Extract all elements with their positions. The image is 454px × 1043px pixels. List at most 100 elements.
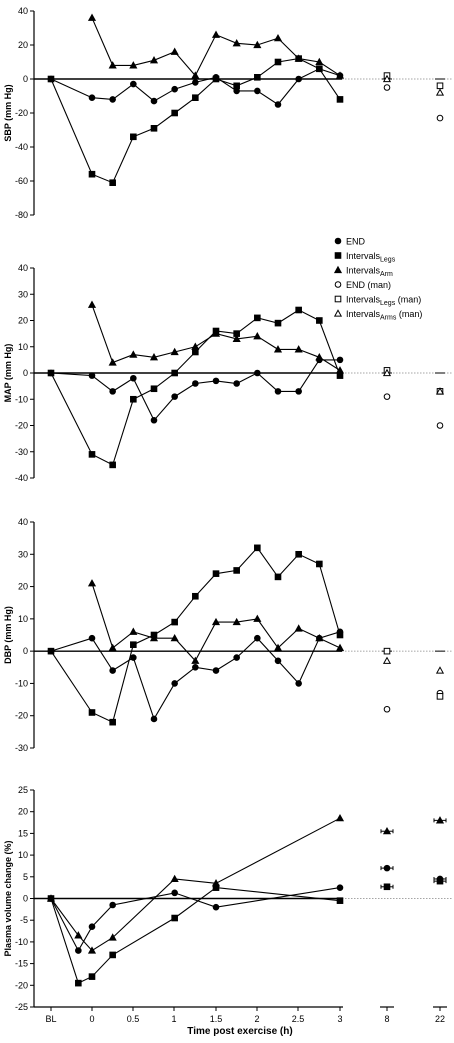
data-point-circle — [88, 372, 96, 379]
x-tick-label: 1 — [171, 1014, 176, 1024]
series-circle-open — [383, 393, 444, 429]
y-tick-label: 10 — [18, 342, 28, 352]
data-point-square — [171, 369, 178, 377]
series-line — [50, 887, 341, 952]
series-circle — [47, 356, 344, 424]
data-point-circle — [171, 393, 178, 400]
data-point-circle — [233, 380, 240, 387]
panel-3: 40 30 20 10 0 -10 -20 -30 DBP (mm Hg) — [3, 517, 452, 753]
data-point-triangle — [108, 933, 117, 941]
series-line — [91, 304, 341, 371]
data-point-circle — [75, 947, 82, 954]
data-point-circle — [254, 369, 261, 377]
data-point-square — [316, 65, 323, 73]
data-point-square — [88, 709, 96, 716]
y-tick-label: -80 — [15, 210, 28, 220]
x-tick-label: BL — [45, 1014, 56, 1024]
y-axis-label: MAP (mm Hg) — [3, 344, 13, 403]
data-point-triangle — [129, 61, 138, 69]
data-point-square — [47, 369, 55, 377]
y-tick-label: -25 — [15, 1002, 28, 1012]
series-line — [50, 58, 341, 184]
data-point-square — [436, 693, 444, 700]
series-line — [50, 359, 340, 422]
data-point-circle — [88, 94, 96, 101]
data-point-circle — [436, 422, 444, 429]
data-point-square — [88, 170, 96, 178]
y-tick-label: 30 — [18, 549, 28, 559]
data-point-triangle — [191, 342, 200, 350]
data-point-square — [171, 109, 178, 117]
data-point-triangle — [87, 579, 97, 587]
data-point-square — [47, 647, 55, 655]
data-point-triangle — [315, 57, 324, 66]
data-point-square — [383, 883, 391, 891]
data-point-square — [233, 82, 240, 90]
data-point-triangle — [435, 387, 445, 395]
data-point-triangle — [333, 265, 343, 274]
data-point-triangle — [294, 624, 303, 632]
data-point-circle — [295, 75, 302, 83]
data-point-triangle — [108, 643, 117, 651]
data-point-circle — [171, 680, 178, 687]
data-point-circle — [336, 884, 344, 891]
data-point-circle — [150, 416, 158, 424]
x-tick-label: 0 — [89, 1014, 94, 1024]
data-point-circle — [233, 654, 240, 661]
data-point-square — [109, 461, 116, 469]
series-square — [47, 877, 447, 987]
data-point-triangle — [87, 300, 97, 308]
data-point-triangle — [170, 347, 179, 356]
data-point-triangle — [335, 813, 345, 822]
data-point-triangle — [129, 350, 138, 358]
legend-label: END (man) — [346, 280, 391, 290]
series-square — [47, 55, 344, 186]
y-tick-label: -10 — [15, 394, 28, 404]
data-point-triangle — [149, 633, 159, 642]
data-point-square — [150, 385, 158, 393]
y-tick-label: -30 — [15, 743, 28, 753]
data-point-square — [130, 395, 137, 403]
x-tick-label: 2.5 — [292, 1014, 305, 1024]
data-point-square — [75, 979, 82, 987]
y-tick-label: -10 — [15, 678, 28, 688]
data-point-square — [47, 75, 55, 83]
y-tick-label: -60 — [15, 176, 28, 186]
data-point-triangle — [108, 358, 117, 366]
data-point-square — [212, 570, 220, 577]
data-point-circle — [109, 901, 116, 909]
data-point-square — [295, 306, 302, 314]
data-point-circle — [130, 374, 137, 382]
data-point-triangle — [211, 329, 221, 337]
series-line — [91, 17, 341, 77]
data-point-circle — [88, 634, 96, 642]
data-point-square — [233, 567, 240, 574]
legend-label: END — [346, 237, 366, 247]
data-point-circle — [212, 377, 220, 385]
data-point-circle — [130, 654, 137, 661]
y-tick-label: -30 — [15, 447, 28, 457]
y-axis-label: DBP (mm Hg) — [3, 606, 13, 664]
data-point-triangle — [382, 368, 392, 377]
y-tick-label: -40 — [15, 473, 28, 483]
y-tick-label: 40 — [18, 517, 28, 527]
data-point-square — [109, 951, 116, 959]
data-point-triangle — [191, 656, 200, 664]
legend-label: IntervalsLegs (man) — [346, 295, 421, 308]
data-point-triangle — [170, 47, 179, 55]
data-point-triangle — [232, 617, 241, 626]
data-point-triangle — [253, 614, 262, 622]
series-line — [50, 631, 341, 721]
data-point-circle — [150, 715, 158, 723]
data-point-triangle — [273, 33, 283, 42]
series-line — [50, 309, 341, 466]
legend-label: IntervalsArms (man) — [346, 309, 422, 322]
data-point-triangle — [315, 633, 324, 642]
series-square-open — [383, 72, 444, 90]
series-square — [47, 306, 344, 469]
data-point-triangle — [335, 643, 345, 651]
data-point-square — [334, 295, 342, 303]
data-point-triangle — [170, 633, 179, 642]
data-point-circle — [274, 388, 282, 395]
